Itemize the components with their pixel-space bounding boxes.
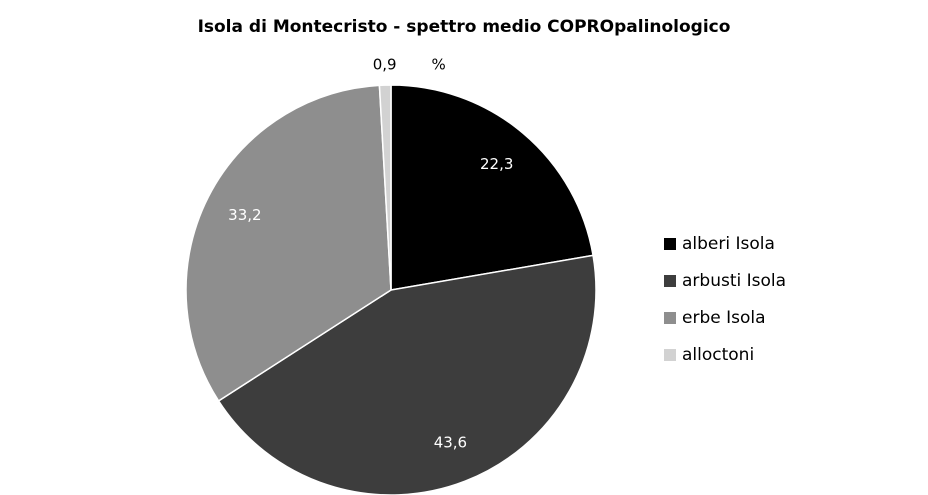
legend-swatch xyxy=(664,349,676,361)
legend-swatch xyxy=(664,238,676,250)
pie-slice xyxy=(390,84,594,291)
unit-label: % xyxy=(432,56,446,74)
legend-swatch xyxy=(664,312,676,324)
data-label: 33,2 xyxy=(228,206,261,224)
pie-slice xyxy=(185,84,392,402)
chart-title: Isola di Montecristo - spettro medio COP… xyxy=(198,17,731,37)
legend-label: arbusti Isola xyxy=(682,271,786,291)
pie-slice xyxy=(378,84,392,291)
data-label: 22,3 xyxy=(480,155,513,173)
pie-slice xyxy=(217,254,597,495)
legend-swatch xyxy=(664,275,676,287)
legend-label: alloctoni xyxy=(682,345,754,365)
legend-label: alberi Isola xyxy=(682,234,775,254)
data-label: 43,6 xyxy=(434,433,467,451)
legend-label: erbe Isola xyxy=(682,308,766,328)
data-label: 0,9 xyxy=(373,56,397,74)
